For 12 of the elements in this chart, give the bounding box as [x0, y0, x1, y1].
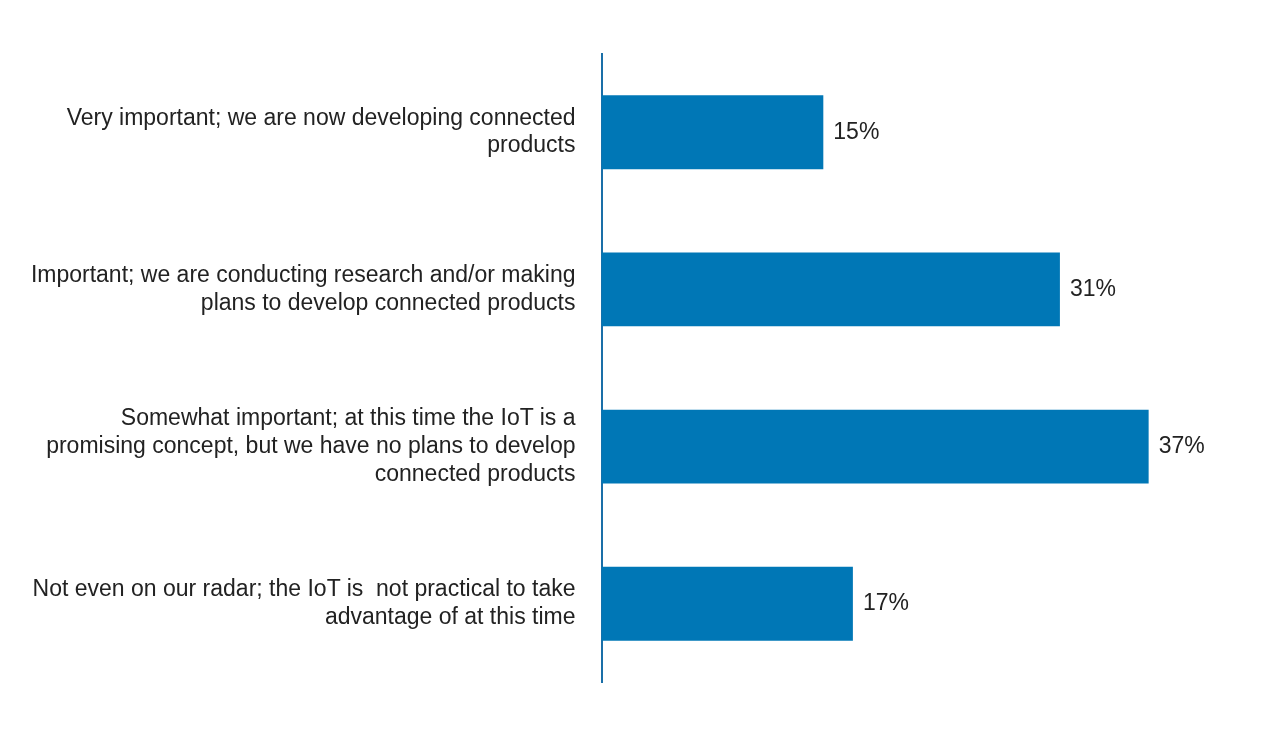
bar	[601, 566, 853, 641]
y-tick-label: Important; we are conducting research and/or making plans to develop connected products	[30, 260, 576, 315]
y-tick-label: Somewhat important; at this time the IoT is a promising concept, but we have no plans to develop connected products	[46, 404, 576, 486]
y-tick-label: Not even on our radar; the IoT is not practical to take advantage of at this time	[32, 575, 576, 629]
data-label: 37%	[1158, 431, 1205, 458]
data-label: 17%	[862, 589, 909, 616]
y-tick-label: Very important; we are now developing connected products	[66, 103, 576, 158]
bar	[601, 252, 1060, 327]
data-label: 31%	[1069, 274, 1116, 301]
bar	[601, 409, 1149, 484]
data-label: 15%	[833, 117, 880, 144]
bar	[601, 95, 824, 170]
